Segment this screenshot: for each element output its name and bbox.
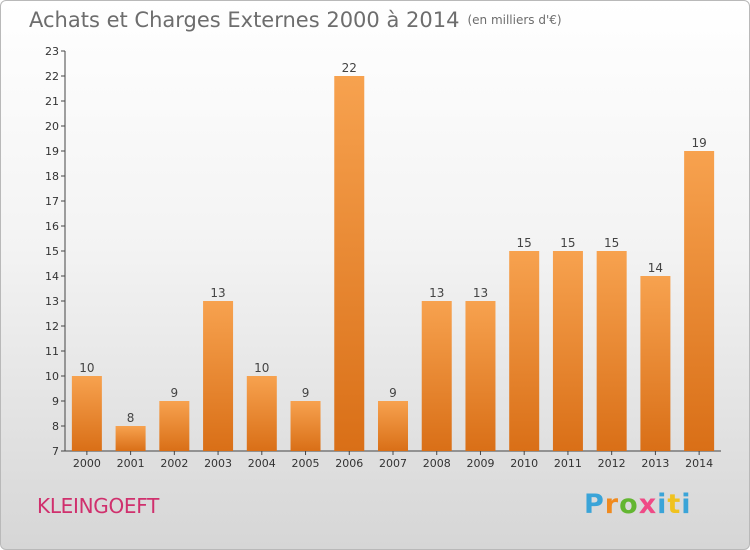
unit-subtitle: (en milliers d'€): [467, 13, 562, 27]
x-tick-label: 2014: [685, 457, 713, 470]
y-tick-label: 10: [45, 370, 59, 383]
x-tick-label: 2013: [641, 457, 669, 470]
y-tick-label: 15: [45, 245, 59, 258]
y-tick-label: 12: [45, 320, 59, 333]
bar: [640, 276, 671, 451]
bar: [378, 401, 408, 451]
y-tick-label: 20: [45, 120, 59, 133]
y-tick-label: 22: [45, 70, 59, 83]
bar-value-label: 13: [473, 286, 488, 300]
bar-value-label: 10: [79, 361, 94, 375]
x-tick-label: 2002: [160, 457, 188, 470]
bar-value-label: 9: [302, 386, 310, 400]
commune-name: KLEINGOEFT: [37, 494, 160, 518]
chart-title: Achats et Charges Externes 2000 à 2014 (e…: [29, 8, 562, 32]
x-tick-label: 2008: [423, 457, 451, 470]
y-tick-label: 7: [52, 445, 59, 458]
logo-letter: i: [681, 489, 692, 520]
y-tick-label: 9: [52, 395, 59, 408]
bar-value-label: 15: [517, 236, 532, 250]
bar-value-label: 15: [560, 236, 575, 250]
bar: [290, 401, 321, 451]
y-tick-label: 16: [45, 220, 59, 233]
x-tick-label: 2012: [598, 457, 626, 470]
title-text: Achats et Charges Externes 2000 à 2014: [29, 8, 460, 32]
y-tick-label: 14: [45, 270, 59, 283]
bar: [159, 401, 190, 451]
bar: [71, 376, 102, 451]
logo-letter: o: [619, 489, 639, 520]
bar-value-label: 9: [171, 386, 179, 400]
logo-letter: P: [584, 489, 605, 520]
logo-letter: x: [638, 489, 658, 520]
bar-value-label: 13: [429, 286, 444, 300]
y-tick-label: 21: [45, 95, 59, 108]
bar-value-label: 10: [254, 361, 269, 375]
x-tick-label: 2007: [379, 457, 407, 470]
logo-letter: r: [604, 489, 620, 520]
x-tick-label: 2000: [73, 457, 101, 470]
y-tick-label: 13: [45, 295, 59, 308]
bar-value-label: 15: [604, 236, 619, 250]
x-tick-label: 2005: [292, 457, 320, 470]
bar: [203, 301, 234, 451]
bar-value-label: 13: [210, 286, 225, 300]
bar: [684, 151, 715, 451]
x-tick-label: 2009: [466, 457, 494, 470]
y-tick-label: 23: [45, 45, 59, 58]
bar: [552, 251, 583, 451]
bar-value-label: 14: [648, 261, 663, 275]
bar-value-label: 9: [389, 386, 397, 400]
y-tick-label: 18: [45, 170, 59, 183]
x-tick-label: 2001: [117, 457, 145, 470]
bar: [465, 301, 496, 451]
bar: [334, 76, 365, 451]
proxiti-logo: Proxiti: [584, 489, 692, 520]
y-tick-label: 8: [52, 420, 59, 433]
bar: [596, 251, 627, 451]
bar-value-label: 22: [342, 61, 357, 75]
y-tick-label: 11: [45, 345, 59, 358]
x-tick-label: 2004: [248, 457, 276, 470]
bar: [115, 426, 146, 451]
x-tick-label: 2003: [204, 457, 232, 470]
bar-value-label: 19: [691, 136, 706, 150]
bar: [246, 376, 277, 451]
y-tick-label: 17: [45, 195, 59, 208]
bar: [421, 301, 452, 451]
y-tick-label: 19: [45, 145, 59, 158]
x-tick-label: 2010: [510, 457, 538, 470]
x-tick-label: 2006: [335, 457, 363, 470]
x-tick-label: 2011: [554, 457, 582, 470]
logo-letter: i: [657, 489, 668, 520]
bar-value-label: 8: [127, 411, 135, 425]
bar: [509, 251, 540, 451]
logo-letter: t: [667, 489, 682, 520]
